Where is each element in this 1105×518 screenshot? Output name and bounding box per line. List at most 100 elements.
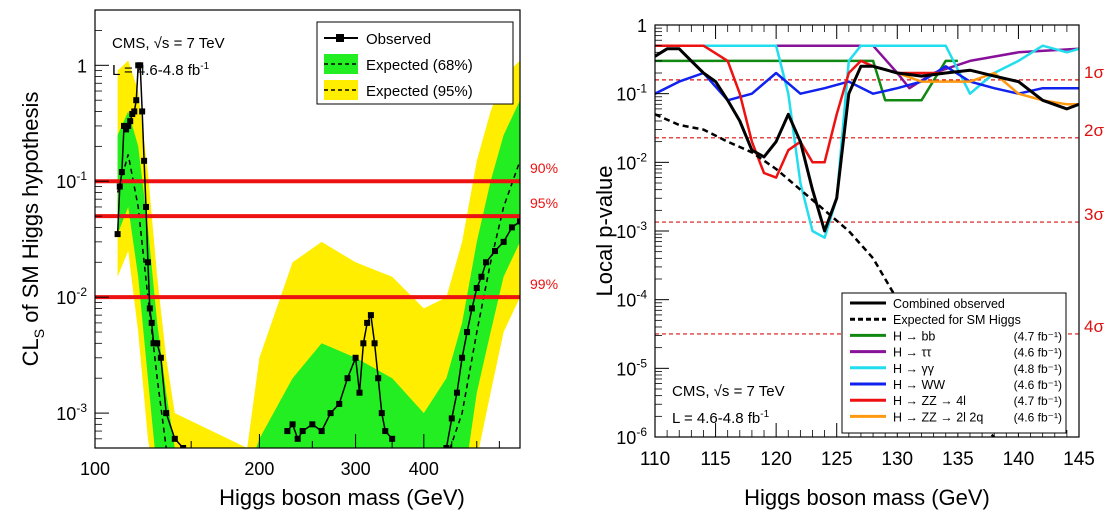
observed-point	[352, 354, 359, 361]
pvalue-series	[655, 44, 1079, 437]
x-tick-label: 115	[700, 449, 730, 470]
axes-right: 110 115 120 125 130 135 140 145 10-6 10-5 10-4 10-3…	[616, 16, 1095, 470]
x-tick-label: 140	[1003, 449, 1035, 470]
axes: 100 200 300 400 10-3 10-2 10-1 1	[56, 30, 500, 479]
observed-point	[133, 97, 140, 104]
observed-point	[148, 319, 155, 326]
observed-point	[284, 428, 291, 435]
legend-label: H → ττ	[893, 346, 931, 360]
observed-point	[137, 62, 144, 69]
observed-point	[294, 435, 301, 442]
legend: Observed Expected (68%) Expected (95%)	[316, 21, 514, 105]
observed-point	[336, 400, 343, 407]
observed-point	[157, 354, 164, 361]
observed-point	[171, 435, 178, 442]
x-tick-label: 400	[409, 459, 439, 479]
y-tick-label: 10-6	[616, 425, 647, 448]
y-tick-label: 10-2	[56, 285, 87, 308]
legend-label: Combined observed	[893, 297, 1005, 311]
observed-point	[139, 108, 146, 115]
observed-point	[146, 305, 153, 312]
x-tick-label: 125	[821, 449, 853, 470]
sigma-label: 2σ	[1084, 121, 1104, 140]
observed-point	[116, 183, 123, 190]
observed-point	[517, 218, 520, 225]
plot-frame	[94, 9, 521, 449]
observed-point	[500, 238, 507, 245]
observed-point	[360, 340, 367, 347]
observed-point	[371, 340, 378, 347]
threshold-lines: 90% 95% 99%	[95, 160, 558, 300]
legend-68-label: Expected (68%)	[366, 57, 473, 74]
observed-point	[382, 428, 389, 435]
cls-chart: 90% 95% 99% 100 200 300 400 10-3 10-2 10-1 1 CMS,…	[18, 9, 558, 510]
legend-label: Expected for SM Higgs	[893, 313, 1021, 327]
y-tick-label: 10-2	[616, 150, 647, 173]
y-tick-label: 10-1	[56, 169, 87, 192]
observed-point	[180, 445, 187, 448]
legend-label: H → WW	[893, 378, 945, 392]
x-tick-label: 300	[341, 459, 371, 479]
observed-point	[492, 248, 499, 255]
legend-observed-label: Observed	[366, 31, 431, 48]
observed-series	[114, 62, 520, 448]
observed-point	[163, 410, 170, 417]
observed-point	[327, 410, 334, 417]
observed-point	[367, 312, 374, 319]
observed-point	[125, 122, 132, 129]
observed-point	[443, 445, 450, 448]
sigma-label: 1σ	[1084, 63, 1104, 82]
threshold-label: 99%	[530, 276, 558, 292]
y-tick-label: 10-1	[616, 82, 647, 105]
legend-lumi: (4.6 fb⁻¹)	[1014, 378, 1062, 392]
series-line	[655, 59, 958, 102]
observed-point	[375, 375, 382, 382]
y-tick-label: 10-4	[616, 288, 647, 311]
observed-point	[131, 108, 138, 115]
legend-label: H → bb	[893, 329, 935, 343]
observed-point	[299, 428, 306, 435]
observed-point	[464, 329, 471, 336]
legend-lumi: (4.7 fb⁻¹)	[1014, 394, 1062, 408]
sigma-label: 4σ	[1084, 317, 1104, 336]
legend-right: Combined observed Expected for SM Higgs H …	[841, 292, 1067, 434]
x-tick-label: 200	[244, 459, 274, 479]
legend-label: H → ZZ → 4l	[893, 394, 966, 408]
expected-bands	[116, 60, 520, 448]
observed-point	[389, 435, 396, 442]
observed-point	[114, 231, 121, 238]
observed-point	[508, 224, 515, 231]
observed-point	[120, 122, 127, 129]
legend-label: H → γγ	[893, 362, 935, 376]
x-axis-label: Higgs boson mass (GeV)	[219, 485, 465, 510]
pvalue-chart: 1σ 2σ 3σ 4σ 110 115 120 125 130 135 140 145 10-6 10-…	[592, 16, 1104, 510]
observed-point	[127, 118, 134, 125]
observed-point	[459, 354, 466, 361]
observed-point	[364, 319, 371, 326]
observed-point	[144, 259, 151, 266]
x-tick-label: 100	[80, 459, 110, 479]
series-line	[896, 71, 1079, 106]
cms-energy-label-right: CMS, √s = 7 TeV	[672, 383, 785, 400]
legend-lumi: (4.8 fb⁻¹)	[1014, 362, 1062, 376]
y-tick-label: 10-3	[56, 401, 87, 424]
x-tick-label: 130	[881, 449, 913, 470]
legend-lumi: (4.6 fb⁻¹)	[1014, 346, 1062, 360]
observed-point	[453, 389, 460, 396]
observed-point	[448, 415, 455, 422]
observed-point	[289, 421, 296, 428]
threshold-label: 95%	[530, 195, 558, 211]
observed-point	[154, 340, 161, 347]
observed-point	[118, 169, 125, 176]
legend-label: H → ZZ → 2l 2q	[893, 410, 983, 424]
observed-point	[468, 305, 475, 312]
expected-95-band	[117, 60, 520, 448]
observed-point	[378, 410, 385, 417]
legend-lumi: (4.6 fb⁻¹)	[1014, 410, 1062, 424]
sigma-label: 3σ	[1084, 205, 1104, 224]
x-tick-label: 135	[942, 449, 974, 470]
legend-observed-marker	[336, 34, 344, 42]
observed-point	[356, 389, 363, 396]
threshold-label: 90%	[530, 160, 558, 176]
series-line	[655, 44, 1079, 239]
